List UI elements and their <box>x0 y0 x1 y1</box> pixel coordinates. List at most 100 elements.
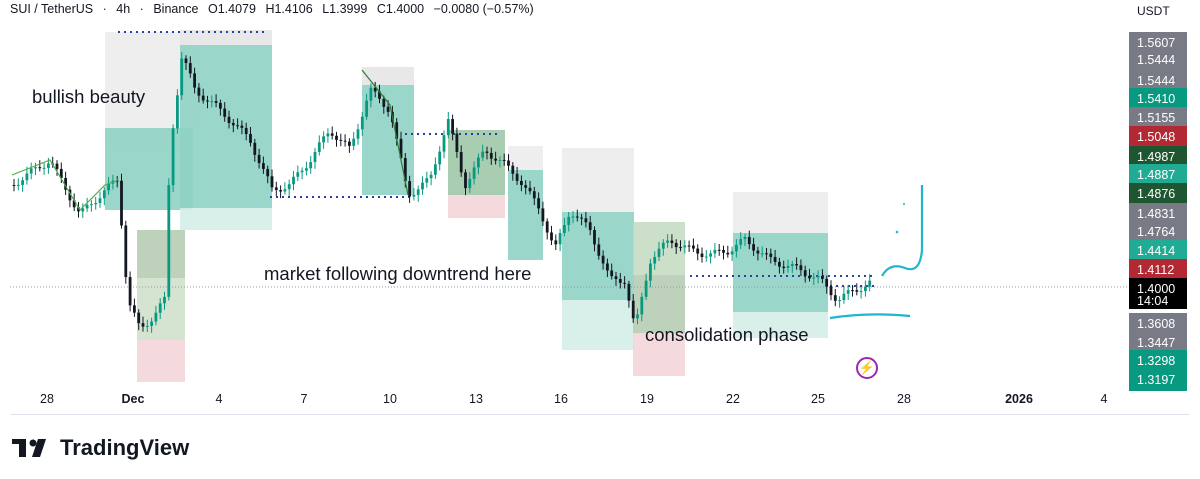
candle-body <box>249 133 252 143</box>
candle-body <box>842 293 846 301</box>
candle-body <box>382 98 386 107</box>
symbol-name[interactable]: SUI / TetherUS <box>10 2 94 16</box>
candle-body <box>769 253 773 257</box>
candle-body <box>300 170 304 173</box>
candle-body <box>795 264 798 266</box>
candle-body <box>38 167 42 169</box>
price-tag: 1.5444 <box>1129 49 1187 71</box>
candle-body <box>348 141 351 146</box>
position-zone <box>448 195 505 218</box>
high-value: H1.4106 <box>265 2 313 16</box>
candle-body <box>356 129 360 139</box>
chart-frame[interactable] <box>10 0 1190 415</box>
drawing-dot <box>903 203 905 205</box>
candle-body <box>395 122 399 139</box>
candle-body <box>786 266 790 269</box>
tradingview-logo: TradingView <box>12 434 189 462</box>
candle-body <box>653 256 657 264</box>
position-zone <box>180 45 272 208</box>
candle-body <box>606 263 609 271</box>
exchange: Binance <box>153 2 199 16</box>
price-tag: 1.4831 <box>1129 203 1187 225</box>
candle-body <box>171 128 175 186</box>
position-zone <box>180 208 272 230</box>
candle-body <box>765 253 768 255</box>
price-tag: 1.5444 <box>1129 70 1187 92</box>
candle-body <box>442 135 446 152</box>
candle-body <box>309 162 313 169</box>
candle-body <box>735 244 738 252</box>
candle-body <box>184 58 188 64</box>
low-value: L1.3999 <box>322 2 368 16</box>
candle-body <box>558 232 562 245</box>
candle-body <box>838 300 841 302</box>
candle-body <box>120 180 123 226</box>
candle-body <box>193 73 196 88</box>
candle-body <box>360 116 364 130</box>
price-tag: 1.3447 <box>1129 332 1187 354</box>
candle-body <box>614 276 618 280</box>
candle-body <box>782 266 786 269</box>
candle-body <box>124 225 128 278</box>
candle-body <box>270 176 274 188</box>
candle-body <box>305 168 308 171</box>
candle-body <box>803 270 807 276</box>
candle-body <box>666 240 669 243</box>
candle-body <box>502 159 506 161</box>
candle-body <box>438 151 442 165</box>
lightning-icon[interactable]: ⚡ <box>856 357 878 379</box>
price-tag: 1.3197 <box>1129 369 1187 391</box>
candle-body <box>244 127 248 134</box>
position-zone <box>733 312 828 338</box>
separator: · <box>139 2 144 16</box>
symbol-header[interactable]: SUI / TetherUS · 4h · Binance O1.4079 H1… <box>10 2 540 16</box>
position-zone <box>633 333 685 376</box>
annotation-bullish: bullish beauty <box>32 86 146 107</box>
candle-body <box>59 168 63 178</box>
candle-body <box>851 290 854 292</box>
candle-body <box>227 116 231 123</box>
candle-body <box>790 264 794 267</box>
candle-body <box>434 164 437 175</box>
candle-body <box>864 286 867 292</box>
candle-body <box>739 239 743 245</box>
candle-body <box>145 325 149 327</box>
candle-body <box>498 159 502 161</box>
candle-body <box>631 300 635 319</box>
candle-body <box>158 303 162 313</box>
candle-body <box>657 248 661 257</box>
currency-label[interactable]: USDT <box>1137 4 1170 18</box>
candle-body <box>421 182 424 190</box>
position-zone <box>362 67 414 85</box>
candle-body <box>150 321 153 326</box>
candle-body <box>760 253 764 255</box>
candle-body <box>752 244 755 251</box>
candle-body <box>416 189 420 195</box>
candle-body <box>94 202 98 205</box>
candle-body <box>610 270 614 277</box>
position-zone <box>180 30 272 45</box>
candle-body <box>339 139 343 141</box>
candle-body <box>257 154 261 164</box>
ma-line <box>361 69 409 196</box>
candle-body <box>115 180 119 182</box>
candle-body <box>485 151 489 153</box>
candle-body <box>154 312 158 322</box>
candle-body <box>64 177 67 190</box>
drawing-dot <box>895 230 899 234</box>
candle-body <box>623 282 626 284</box>
time-label: 2026 <box>1005 392 1033 406</box>
time-label: 13 <box>469 392 483 406</box>
candle-body <box>778 261 781 267</box>
candle-body <box>812 277 816 279</box>
candle-body <box>85 204 89 209</box>
position-zone <box>562 300 634 350</box>
candle-body <box>386 106 390 112</box>
candle-body <box>429 174 433 179</box>
candle-body <box>322 136 325 143</box>
candlestick-chart[interactable] <box>10 0 1190 414</box>
interval[interactable]: 4h <box>116 2 131 16</box>
price-tag: 1.4987 <box>1129 146 1187 168</box>
candle-body <box>726 252 730 255</box>
candle-body <box>584 218 588 223</box>
